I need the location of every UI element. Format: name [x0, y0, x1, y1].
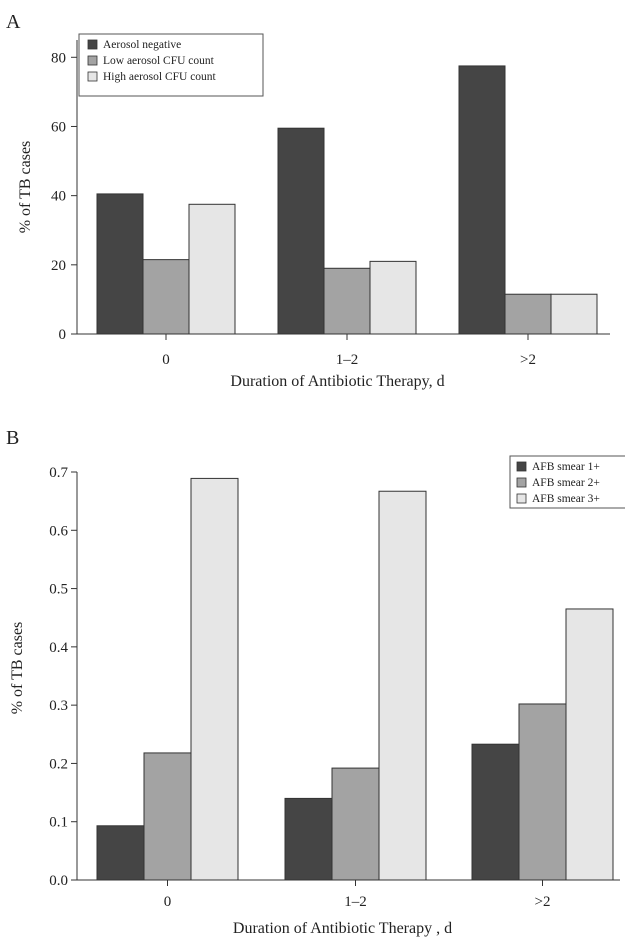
- legend: Aerosol negative Low aerosol CFU count Hig…: [78, 33, 264, 97]
- legend-label: Low aerosol CFU count: [103, 55, 215, 67]
- x-tick-label: >2: [535, 894, 551, 910]
- y-tick-label: 0.7: [49, 465, 68, 481]
- bar-aerosol-negative-2: [458, 65, 506, 335]
- y-tick-label: 40: [51, 189, 66, 205]
- y-tick-label: 0.6: [49, 523, 68, 539]
- bar-low-aerosol-cfu-count-2: [504, 293, 552, 335]
- panel-label: B: [6, 427, 19, 449]
- chart-panel-a: A 0 20 40 60 80 0 1–2 >2 Duration of Antibiotic T…: [6, 11, 610, 390]
- x-tick-label: 0: [162, 352, 170, 368]
- bar-aerosol-negative-0: [96, 193, 144, 335]
- legend-label: High aerosol CFU count: [103, 71, 217, 83]
- bar-afb-smear-3--2: [565, 608, 614, 881]
- y-tick-label: 0.0: [49, 873, 68, 889]
- legend-box: [509, 455, 625, 509]
- bar-high-aerosol-cfu-count-1: [369, 260, 417, 335]
- legend-swatch: [516, 461, 527, 472]
- bar-afb-smear-3--1: [378, 490, 427, 881]
- x-axis-title: Duration of Antibiotic Therapy , d: [233, 920, 452, 937]
- x-tick-label: 1–2: [336, 352, 359, 368]
- bar-afb-smear-3--0: [190, 477, 239, 881]
- bar-low-aerosol-cfu-count-1: [323, 267, 371, 335]
- legend-swatch: [87, 71, 98, 82]
- legend-label: AFB smear 3+: [532, 493, 600, 505]
- legend: AFB smear 1+ AFB smear 2+ AFB smear 3+: [509, 455, 625, 509]
- x-tick-label: 0: [164, 894, 172, 910]
- y-axis-title: % of TB cases: [17, 141, 34, 234]
- y-tick-label: 0.4: [49, 640, 68, 656]
- legend-box: [78, 33, 264, 97]
- bar-afb-smear-2--0: [143, 752, 192, 881]
- x-tick-label: 1–2: [344, 894, 367, 910]
- y-tick-label: 0.1: [49, 815, 68, 831]
- legend-swatch: [87, 55, 98, 66]
- x-tick-label: >2: [520, 352, 536, 368]
- legend-label: Aerosol negative: [103, 39, 181, 51]
- bar-high-aerosol-cfu-count-2: [550, 293, 598, 335]
- y-tick-label: 60: [51, 119, 66, 135]
- y-tick-label: 20: [51, 258, 66, 274]
- y-tick-label: 0: [59, 327, 67, 343]
- legend-swatch: [516, 477, 527, 488]
- bar-afb-smear-2--1: [331, 767, 380, 881]
- panel-label: A: [6, 11, 21, 33]
- bar-high-aerosol-cfu-count-0: [188, 203, 236, 335]
- y-tick-label: 80: [51, 50, 66, 66]
- legend-swatch: [516, 493, 527, 504]
- y-axis-title: % of TB cases: [9, 622, 26, 715]
- bar-afb-smear-1--0: [96, 825, 145, 881]
- legend-swatch: [87, 39, 98, 50]
- bar-aerosol-negative-1: [277, 127, 325, 335]
- y-tick-label: 0.2: [49, 756, 68, 772]
- chart-panel-b: B 0.0 0.1 0.2 0.3 0.4 0.5 0.6 0.7 0 1–2 >2 Duration …: [6, 427, 625, 937]
- bar-low-aerosol-cfu-count-0: [142, 259, 190, 335]
- y-tick-label: 0.3: [49, 698, 68, 714]
- bar-afb-smear-1--2: [471, 743, 520, 881]
- legend-label: AFB smear 2+: [532, 477, 600, 489]
- legend-label: AFB smear 1+: [532, 461, 600, 473]
- y-tick-label: 0.5: [49, 582, 68, 598]
- bar-afb-smear-1--1: [284, 797, 333, 881]
- x-axis-title: Duration of Antibiotic Therapy, d: [230, 373, 444, 390]
- bar-afb-smear-2--2: [518, 703, 567, 881]
